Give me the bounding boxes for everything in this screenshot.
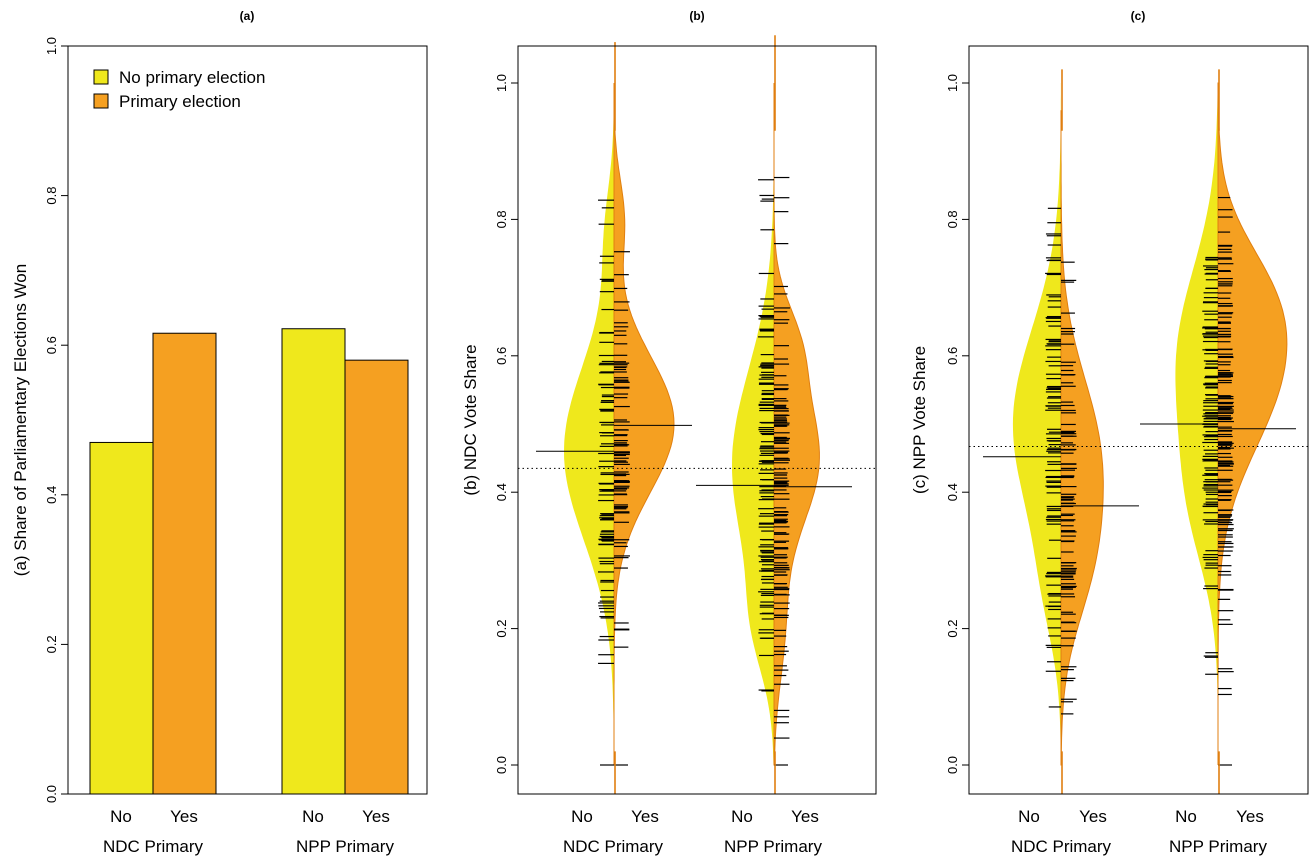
- panel-c: (c) 0.0 0.2 0.4 0.6 0.8 1.0 (c) NPP Vote Shar…: [910, 9, 1309, 856]
- y-tick-label: 0.0: [494, 756, 509, 774]
- panel-c-y-axis: 0.0 0.2 0.4 0.6 0.8 1.0: [945, 74, 969, 774]
- bar: [152, 332, 217, 795]
- y-tick-label: 0.4: [494, 483, 509, 501]
- y-tick-label: 0.2: [494, 620, 509, 638]
- panel-b-plot: [518, 35, 876, 794]
- y-tick-label: 0.2: [945, 620, 960, 638]
- x-tick-label: Yes: [1079, 807, 1107, 826]
- legend-swatch-no-primary: [93, 69, 109, 85]
- violin-no-primary: [1012, 83, 1061, 765]
- group-label: NDC Primary: [1011, 837, 1112, 856]
- legend-label-primary: Primary election: [119, 92, 241, 111]
- x-tick-label: Yes: [362, 807, 390, 826]
- legend-label-no-primary: No primary election: [119, 68, 265, 87]
- violin-primary: [1060, 110, 1104, 766]
- x-tick-label: Yes: [170, 807, 198, 826]
- group-label: NPP Primary: [724, 837, 822, 856]
- panel-a-bars: [89, 328, 409, 795]
- x-tick-label: No: [1175, 807, 1197, 826]
- violin-primary: [1217, 82, 1288, 765]
- panel-a-frame: [67, 45, 428, 795]
- violin-no-primary: [564, 83, 614, 765]
- bar: [89, 441, 154, 795]
- x-tick-label: No: [1018, 807, 1040, 826]
- y-tick-label: 0.4: [945, 483, 960, 501]
- panel-b: (b) 0.0 0.2 0.4 0.6 0.8 1.0 (b) NDC Vote Shar…: [461, 9, 877, 856]
- group-label: NPP Primary: [296, 837, 394, 856]
- y-tick-label: 0.6: [945, 347, 960, 365]
- legend-swatch-primary: [93, 93, 109, 109]
- group-label: NPP Primary: [1169, 837, 1267, 856]
- y-tick-label: 0.8: [494, 210, 509, 228]
- panel-a: (a) 0.0 0.2 0.4 0.6 0.8 1.0 (a) Share of Parl…: [11, 9, 428, 856]
- panel-b-title: (b): [689, 9, 704, 23]
- group-label: NDC Primary: [103, 837, 204, 856]
- bar: [281, 328, 346, 795]
- y-tick-label: 0.0: [945, 756, 960, 774]
- violin-primary: [773, 83, 820, 766]
- panel-a-ylabel: (a) Share of Parliamentary Elections Won: [11, 264, 30, 576]
- y-tick-label: 1.0: [945, 74, 960, 92]
- panel-a-title: (a): [240, 9, 255, 23]
- panel-a-x-labels: No Yes No Yes NDC Primary NPP Primary: [103, 807, 395, 856]
- panel-b-frame: [517, 45, 877, 795]
- panel-b-x-labels: No Yes No Yes NDC Primary NPP Primary: [563, 807, 823, 856]
- y-tick-label: 0.6: [44, 336, 59, 354]
- y-tick-label: 0.2: [44, 635, 59, 653]
- panel-c-x-labels: No Yes No Yes NDC Primary NPP Primary: [1011, 807, 1268, 856]
- bar: [344, 359, 409, 795]
- y-tick-label: 0.0: [44, 785, 59, 803]
- panel-c-plot: [969, 69, 1308, 794]
- y-tick-label: 1.0: [44, 37, 59, 55]
- panel-a-legend: No primary election Primary election: [93, 68, 265, 111]
- y-tick-label: 0.4: [44, 486, 59, 504]
- group-label: NDC Primary: [563, 837, 664, 856]
- x-tick-label: Yes: [631, 807, 659, 826]
- panel-c-frame: [968, 45, 1309, 795]
- x-tick-label: No: [731, 807, 753, 826]
- violin-primary: [613, 82, 675, 765]
- y-tick-label: 0.6: [494, 347, 509, 365]
- x-tick-label: No: [110, 807, 132, 826]
- panel-c-ylabel: (c) NPP Vote Share: [910, 346, 929, 494]
- panel-c-title: (c): [1131, 9, 1146, 23]
- x-tick-label: No: [571, 807, 593, 826]
- x-tick-label: No: [302, 807, 324, 826]
- x-tick-label: Yes: [1236, 807, 1264, 826]
- y-tick-label: 1.0: [494, 74, 509, 92]
- panel-b-ylabel: (b) NDC Vote Share: [461, 344, 480, 495]
- x-tick-label: Yes: [791, 807, 819, 826]
- panel-a-y-axis: 0.0 0.2 0.4 0.6 0.8 1.0: [44, 37, 68, 803]
- y-tick-label: 0.8: [44, 187, 59, 205]
- panel-b-y-axis: 0.0 0.2 0.4 0.6 0.8 1.0: [494, 74, 518, 774]
- y-tick-label: 0.8: [945, 210, 960, 228]
- violin-no-primary: [732, 83, 774, 765]
